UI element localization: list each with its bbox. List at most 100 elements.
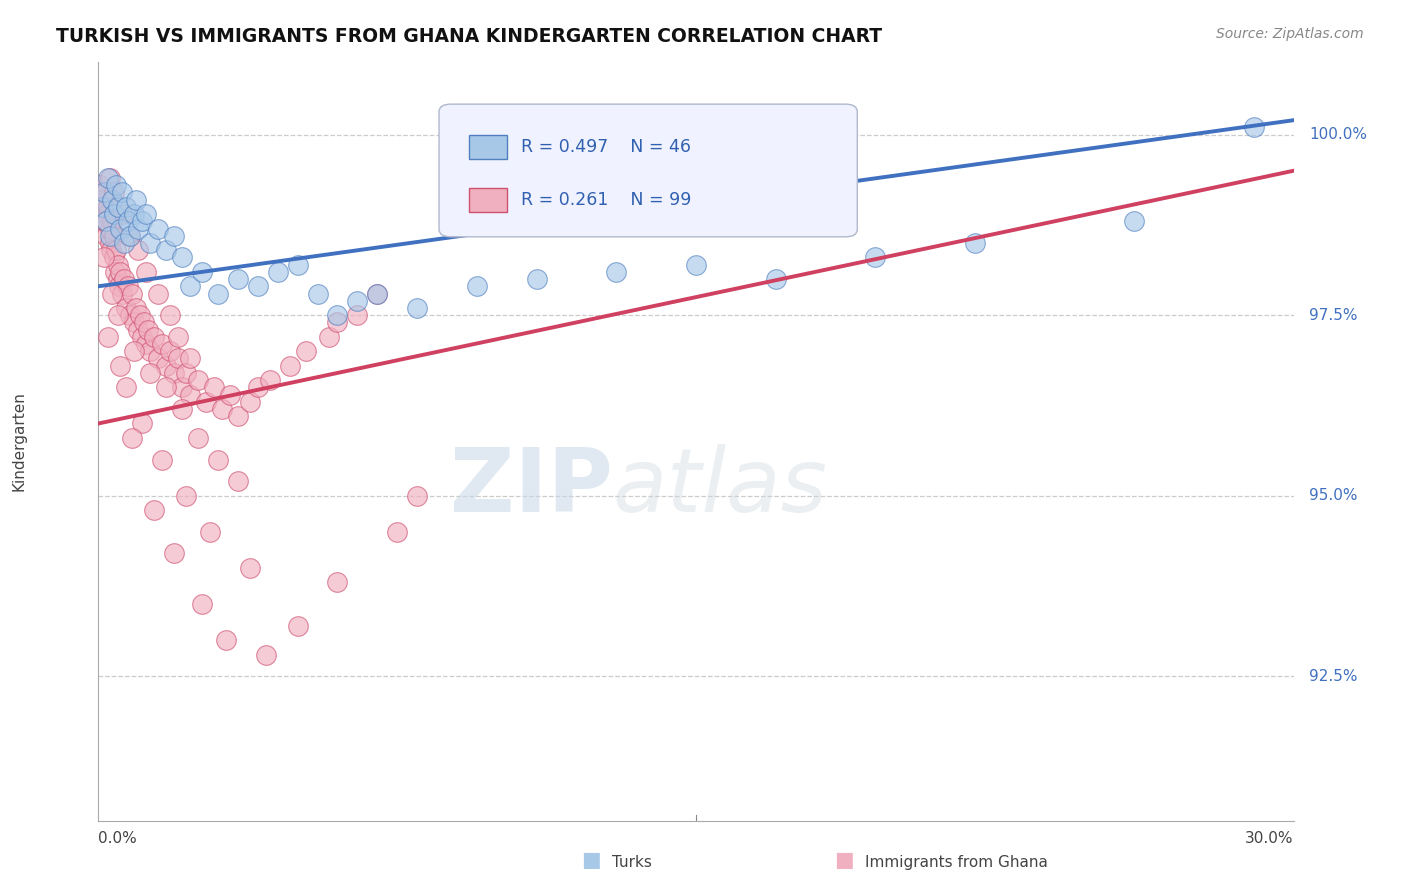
- Point: [406, 489, 429, 503]
- Point: [139, 235, 162, 250]
- Text: 92.5%: 92.5%: [1309, 669, 1358, 684]
- Point: [136, 323, 159, 337]
- Point: [135, 337, 157, 351]
- Point: [179, 387, 201, 401]
- Text: 0.0%: 0.0%: [98, 831, 138, 847]
- Point: [191, 597, 214, 611]
- Point: [129, 308, 152, 322]
- Point: [120, 228, 142, 243]
- Point: [148, 286, 170, 301]
- Point: [1243, 120, 1265, 135]
- Point: [98, 235, 121, 250]
- Point: [117, 279, 139, 293]
- Point: [346, 293, 368, 308]
- Point: [103, 251, 125, 265]
- Point: [246, 380, 269, 394]
- Point: [366, 286, 388, 301]
- FancyBboxPatch shape: [470, 187, 508, 212]
- Point: [98, 228, 122, 243]
- Text: Immigrants from Ghana: Immigrants from Ghana: [865, 855, 1047, 870]
- Point: [124, 344, 146, 359]
- Point: [163, 228, 186, 243]
- Point: [97, 200, 120, 214]
- Point: [226, 272, 249, 286]
- Point: [287, 618, 309, 632]
- Point: [207, 452, 229, 467]
- Point: [103, 207, 125, 221]
- Point: [1123, 214, 1146, 228]
- Point: [111, 186, 134, 200]
- Point: [96, 214, 118, 228]
- Text: 30.0%: 30.0%: [1246, 831, 1294, 847]
- Point: [125, 301, 148, 315]
- Point: [326, 575, 349, 590]
- Point: [120, 308, 142, 322]
- Point: [187, 373, 209, 387]
- Point: [259, 373, 281, 387]
- Point: [91, 200, 114, 214]
- Point: [97, 171, 120, 186]
- Point: [159, 308, 181, 322]
- Point: [115, 380, 138, 394]
- Point: [215, 633, 238, 648]
- Point: [765, 272, 787, 286]
- Point: [117, 214, 139, 228]
- Point: [93, 186, 115, 200]
- Point: [101, 214, 124, 228]
- Point: [465, 279, 488, 293]
- Point: [121, 431, 143, 445]
- Point: [163, 366, 186, 380]
- Point: [135, 265, 157, 279]
- Point: [101, 286, 124, 301]
- Point: [96, 207, 118, 221]
- Text: Kindergarten: Kindergarten: [11, 392, 27, 491]
- Point: [267, 265, 290, 279]
- Point: [115, 200, 138, 214]
- Point: [100, 243, 122, 257]
- Text: ■: ■: [581, 850, 600, 870]
- Point: [131, 417, 153, 431]
- Point: [107, 308, 129, 322]
- Point: [143, 503, 166, 517]
- Point: [150, 452, 173, 467]
- Text: ■: ■: [834, 850, 853, 870]
- Point: [179, 279, 201, 293]
- Point: [110, 265, 132, 279]
- Point: [155, 380, 177, 394]
- Point: [108, 279, 131, 293]
- Point: [187, 431, 209, 445]
- Point: [101, 193, 124, 207]
- Point: [120, 228, 142, 243]
- Point: [226, 409, 249, 424]
- Point: [121, 286, 143, 301]
- Point: [107, 272, 129, 286]
- Point: [115, 301, 138, 315]
- Point: [239, 394, 262, 409]
- Point: [110, 359, 132, 373]
- Point: [195, 394, 218, 409]
- Point: [526, 272, 548, 286]
- Text: 97.5%: 97.5%: [1309, 308, 1358, 323]
- Point: [385, 524, 409, 539]
- Point: [246, 279, 269, 293]
- Point: [605, 265, 627, 279]
- Point: [96, 228, 118, 243]
- Point: [96, 214, 118, 228]
- Point: [91, 200, 114, 214]
- Point: [239, 561, 262, 575]
- Point: [135, 207, 157, 221]
- Point: [963, 235, 986, 250]
- Point: [111, 286, 134, 301]
- Point: [326, 308, 349, 322]
- Point: [103, 228, 125, 243]
- Text: atlas: atlas: [613, 444, 827, 530]
- Point: [107, 258, 129, 272]
- Point: [93, 251, 115, 265]
- Point: [89, 178, 111, 193]
- Text: R = 0.497    N = 46: R = 0.497 N = 46: [522, 138, 692, 156]
- Point: [202, 380, 225, 394]
- Point: [105, 178, 128, 193]
- Point: [211, 402, 233, 417]
- Point: [307, 286, 329, 301]
- Point: [207, 286, 229, 301]
